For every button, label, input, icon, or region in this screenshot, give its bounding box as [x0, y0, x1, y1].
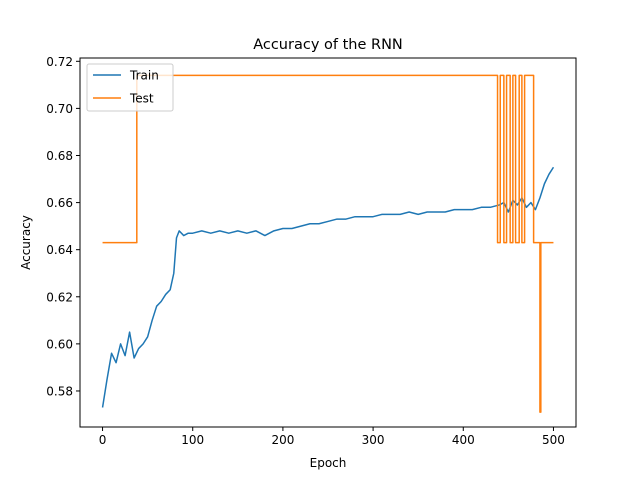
y-tick-label: 0.68 — [46, 149, 73, 163]
plot-area — [80, 58, 576, 427]
y-tick-label: 0.58 — [46, 384, 73, 398]
y-tick-label: 0.70 — [46, 102, 73, 116]
y-tick-label: 0.64 — [46, 243, 73, 257]
y-axis-label: Accuracy — [19, 215, 33, 270]
y-axis: 0.58 0.60 0.62 0.64 0.66 0.68 0.70 0.72 — [46, 55, 80, 398]
y-tick-label: 0.62 — [46, 290, 73, 304]
x-tick-label: 400 — [452, 433, 475, 447]
x-tick-label: 0 — [99, 433, 107, 447]
chart-title: Accuracy of the RNN — [253, 37, 403, 53]
x-tick-label: 500 — [542, 433, 565, 447]
y-tick-label: 0.72 — [46, 55, 73, 69]
x-tick-label: 300 — [362, 433, 385, 447]
y-tick-label: 0.66 — [46, 196, 73, 210]
x-tick-label: 200 — [271, 433, 294, 447]
y-tick-label: 0.60 — [46, 337, 73, 351]
legend: Train Test — [86, 63, 174, 112]
plot-frame — [79, 57, 577, 428]
series-layer — [101, 74, 555, 413]
legend-label-train: Train — [129, 69, 159, 83]
x-axis-label: Epoch — [310, 456, 347, 470]
series-line-test — [102, 74, 554, 413]
x-tick-label: 100 — [181, 433, 204, 447]
x-axis: 0 100 200 300 400 500 — [99, 427, 565, 447]
legend-label-test: Test — [129, 92, 154, 106]
